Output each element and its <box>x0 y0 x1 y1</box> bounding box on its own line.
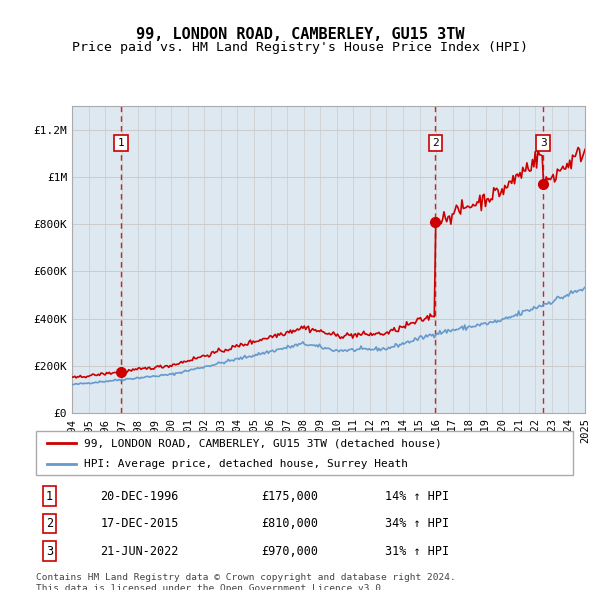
Text: 20-DEC-1996: 20-DEC-1996 <box>100 490 179 503</box>
Text: 14% ↑ HPI: 14% ↑ HPI <box>385 490 449 503</box>
Text: Price paid vs. HM Land Registry's House Price Index (HPI): Price paid vs. HM Land Registry's House … <box>72 41 528 54</box>
Text: 34% ↑ HPI: 34% ↑ HPI <box>385 517 449 530</box>
Text: 21-JUN-2022: 21-JUN-2022 <box>100 545 179 558</box>
Text: 1: 1 <box>46 490 53 503</box>
Text: 3: 3 <box>46 545 53 558</box>
Text: 31% ↑ HPI: 31% ↑ HPI <box>385 545 449 558</box>
FancyBboxPatch shape <box>36 431 573 475</box>
Text: Contains HM Land Registry data © Crown copyright and database right 2024.
This d: Contains HM Land Registry data © Crown c… <box>36 573 456 590</box>
Text: 2: 2 <box>432 138 439 148</box>
Text: 3: 3 <box>540 138 547 148</box>
Text: £970,000: £970,000 <box>262 545 319 558</box>
Text: 2: 2 <box>46 517 53 530</box>
Text: 1: 1 <box>118 138 125 148</box>
Text: 17-DEC-2015: 17-DEC-2015 <box>100 517 179 530</box>
Text: 99, LONDON ROAD, CAMBERLEY, GU15 3TW (detached house): 99, LONDON ROAD, CAMBERLEY, GU15 3TW (de… <box>85 438 442 448</box>
Text: £810,000: £810,000 <box>262 517 319 530</box>
Text: 99, LONDON ROAD, CAMBERLEY, GU15 3TW: 99, LONDON ROAD, CAMBERLEY, GU15 3TW <box>136 27 464 41</box>
Text: £175,000: £175,000 <box>262 490 319 503</box>
Text: HPI: Average price, detached house, Surrey Heath: HPI: Average price, detached house, Surr… <box>85 459 409 469</box>
